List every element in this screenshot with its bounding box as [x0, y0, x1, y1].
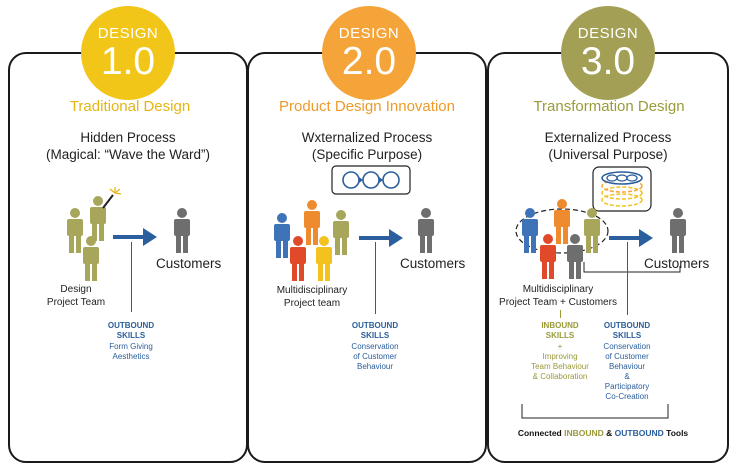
inbound-skill-item: + — [557, 342, 563, 351]
process-line-2: (Specific Purpose) — [311, 147, 423, 162]
process-line-2: (Universal Purpose) — [548, 147, 668, 162]
team-line-2: Project Team — [46, 297, 106, 308]
badge-number: 2.0 — [341, 40, 397, 83]
badge-design-1: DESIGN 1.0 — [81, 6, 175, 100]
person-icon — [316, 236, 332, 281]
outbound-skill-item: of Customer — [353, 352, 397, 361]
arrow-right-icon — [359, 229, 403, 247]
connector-line — [375, 242, 376, 314]
badge-design-3: DESIGN 3.0 — [561, 6, 655, 100]
team-line-2: Project Team + Customers — [499, 297, 617, 308]
panel-heading: Product Design Innovation — [279, 98, 455, 115]
customer-link-line — [583, 262, 681, 273]
connected-tools-label: Connected INBOUND & OUTBOUND Tools — [505, 428, 701, 438]
person-icon — [274, 213, 290, 258]
footer-mid: & — [603, 428, 615, 438]
outbound-skills-title: SKILLS — [116, 331, 146, 340]
process-line-1: Externalized Process — [544, 130, 672, 145]
outbound-skills-title: OUTBOUND — [107, 321, 155, 330]
person-icon — [584, 208, 600, 253]
outbound-skills-title: SKILLS — [360, 331, 390, 340]
person-icon — [304, 200, 320, 245]
customers-label: Customers — [644, 256, 710, 271]
arrow-right-icon — [609, 229, 653, 247]
person-icon — [540, 234, 556, 279]
footer-outbound: OUTBOUND — [614, 428, 664, 438]
badge-number: 3.0 — [580, 40, 636, 83]
outbound-skill-item: Conservation — [351, 342, 399, 351]
team-line-1: Multidisciplinary — [522, 284, 594, 295]
panel-heading: Transformation Design — [533, 98, 685, 115]
team-line-1: Multidisciplinary — [276, 285, 348, 296]
outbound-skill-item: Conservation — [603, 342, 651, 351]
customers-label: Customers — [156, 256, 222, 271]
person-icon — [333, 210, 349, 255]
process-line-1: Hidden Process — [80, 130, 176, 145]
universal-process-icon — [592, 166, 652, 212]
inbound-connector-line — [560, 310, 561, 318]
outbound-skill-item: Aesthetics — [112, 352, 150, 361]
inbound-skill-item: Improving — [542, 352, 578, 361]
outbound-skill-item: Participatory — [604, 382, 650, 391]
outbound-skill-item: Form Giving — [109, 342, 153, 351]
person-icon — [522, 208, 538, 253]
person-icon — [290, 236, 306, 281]
person-icon — [418, 208, 434, 253]
footer-inbound: INBOUND — [564, 428, 604, 438]
footer-prefix: Connected — [517, 428, 565, 438]
outbound-skill-item: Co-Creation — [605, 392, 649, 401]
outbound-skill-item: Behaviour — [608, 362, 646, 371]
badge-design-2: DESIGN 2.0 — [322, 6, 416, 100]
person-icon — [90, 196, 106, 241]
connector-line — [131, 242, 132, 312]
panel-design-1 — [8, 52, 248, 463]
arrow-right-icon — [113, 228, 157, 246]
badge-word: DESIGN — [338, 25, 400, 42]
inbound-skills-title: SKILLS — [545, 331, 575, 340]
process-line-2: (Magical: “Wave the Ward”) — [45, 147, 211, 162]
footer-suffix: Tools — [663, 428, 689, 438]
panel-heading: Traditional Design — [69, 98, 191, 115]
connector-line — [627, 242, 628, 315]
badge-number: 1.0 — [100, 40, 156, 83]
magic-wand-icon — [102, 187, 122, 209]
process-line-1: Wxternalized Process — [301, 130, 433, 145]
outbound-skills-title: OUTBOUND — [603, 321, 651, 330]
person-icon — [174, 208, 190, 253]
person-icon — [670, 208, 686, 253]
person-icon — [67, 208, 83, 253]
outbound-skills-title: SKILLS — [612, 331, 642, 340]
person-icon — [83, 236, 99, 281]
customers-label: Customers — [400, 256, 466, 271]
badge-word: DESIGN — [577, 25, 639, 42]
inbound-skill-item: Team Behaviour — [531, 362, 589, 371]
tools-bracket — [521, 404, 669, 419]
outbound-skill-item: Behaviour — [356, 362, 394, 371]
outbound-skills-title: OUTBOUND — [351, 321, 399, 330]
badge-word: DESIGN — [97, 25, 159, 42]
team-line-2: Project team — [283, 298, 341, 309]
outbound-skill-item: of Customer — [605, 352, 649, 361]
panel-design-3 — [487, 52, 729, 463]
person-icon — [567, 234, 583, 279]
linear-process-icon — [331, 165, 411, 195]
team-line-1: Design — [60, 284, 92, 295]
person-icon — [554, 199, 570, 244]
outbound-skill-item: & — [624, 372, 630, 381]
inbound-skills-title: INBOUND — [541, 321, 579, 330]
inbound-skill-item: & Collaboration — [532, 372, 588, 381]
